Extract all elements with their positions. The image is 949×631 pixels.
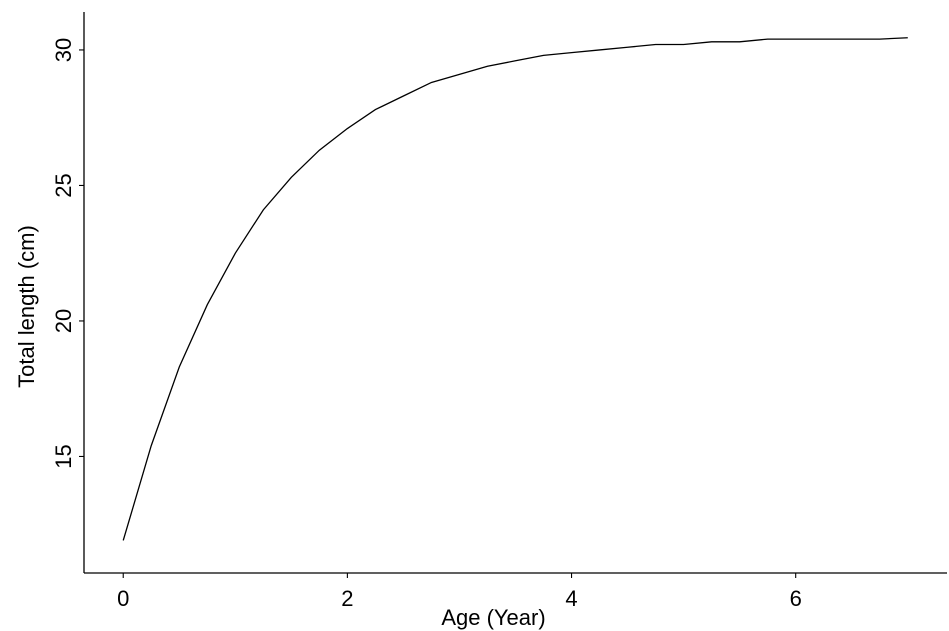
- y-axis-title: Total length (cm): [14, 225, 39, 388]
- series-group: [122, 37, 908, 541]
- x-tick-label: 6: [790, 586, 802, 611]
- y-ticks: 15 20 25 30: [51, 38, 84, 469]
- x-tick-label: 0: [117, 586, 129, 611]
- y-tick-label: 20: [51, 309, 76, 333]
- x-axis-title: Age (Year): [441, 605, 545, 630]
- x-tick-label: 4: [565, 586, 577, 611]
- y-tick-label: 30: [51, 38, 76, 62]
- series-line-1: [122, 37, 908, 541]
- y-tick-label: 15: [51, 444, 76, 468]
- x-tick-label: 2: [341, 586, 353, 611]
- y-tick-label: 25: [51, 173, 76, 197]
- axes: [83, 12, 947, 574]
- x-ticks: 0 2 4 6: [117, 573, 802, 611]
